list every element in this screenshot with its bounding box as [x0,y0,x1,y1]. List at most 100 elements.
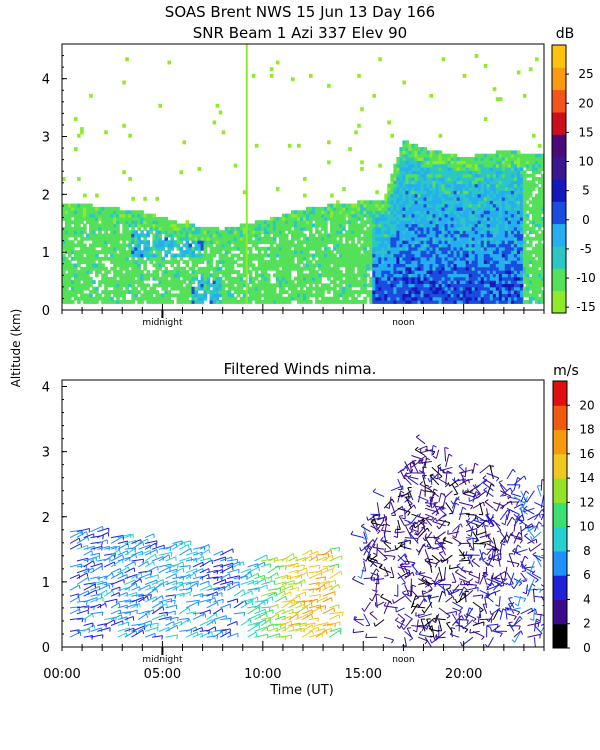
heatmap-cell [399,187,403,191]
heatmap-cell [318,260,322,264]
heatmap-cell [447,280,452,284]
heatmap-cell [426,270,431,274]
heatmap-cell [122,236,126,241]
heatmap-cell [89,206,93,211]
heatmap-cell [459,293,464,298]
heatmap-cell [432,170,437,175]
heatmap-cell [444,260,449,264]
heatmap-cell [483,180,488,185]
heatmap-cell [315,216,319,221]
heatmap-cell [465,183,470,188]
heatmap-cell [525,236,530,241]
heatmap-cell [300,213,304,218]
heatmap-cell [423,226,428,231]
heatmap-cell [435,183,440,188]
heatmap-cell [486,246,491,251]
heatmap-cell [167,280,171,284]
heatmap-cell [294,276,298,281]
heatmap-cell [477,270,482,274]
heatmap-cell [510,190,515,195]
heatmap-cell [378,230,382,235]
heatmap-cell [538,283,542,288]
heatmap-cell [447,263,452,268]
heatmap-cell [119,270,123,274]
heatmap-cell [429,293,434,298]
heatmap-cell [504,163,509,168]
heatmap-cell [137,250,141,255]
heatmap-cell [498,153,503,158]
heatmap-cell [393,206,397,211]
heatmap-cell [501,230,506,235]
heatmap-cell [471,276,476,281]
heatmap-cell [92,253,96,258]
heatmap-cell [89,216,93,221]
heatmap-cell [315,236,319,241]
heatmap-cell [444,270,449,274]
heatmap-cell [315,213,319,218]
heatmap-cell [525,187,530,191]
heatmap-cell [173,273,178,278]
heatmap-cell [465,190,470,195]
heatmap-cell [342,293,346,298]
heatmap-cell [294,290,298,294]
heatmap-cell [348,243,352,248]
heatmap-cell [483,117,488,121]
heatmap-cell [399,160,403,165]
heatmap-cell [516,210,521,215]
heatmap-cell [209,266,214,271]
heatmap-cell [119,283,123,288]
heatmap-cell [510,200,515,205]
heatmap-cell [420,243,425,248]
heatmap-cell [68,293,72,298]
heatmap-cell [269,226,274,231]
heatmap-cell [444,226,449,231]
heatmap-cell [441,273,446,278]
heatmap-cell [131,286,135,291]
heatmap-cell [426,180,431,185]
heatmap-cell [541,200,544,205]
heatmap-cell [402,203,406,208]
heatmap-cell [339,276,343,281]
heatmap-cell [306,280,310,284]
heatmap-cell [441,226,446,231]
heatmap-cell [492,170,497,175]
heatmap-cell [281,280,286,284]
heatmap-cell [239,263,244,268]
heatmap-cell [77,240,81,245]
heatmap-cell [438,180,443,185]
heatmap-cell [532,153,536,158]
heatmap-cell [381,273,385,278]
figure-title: SOAS Brent NWS 15 Jun 13 Day 166 [165,3,435,21]
heatmap-cell [300,223,304,228]
heatmap-cell [315,240,319,245]
heatmap-cell [134,230,138,235]
heatmap-cell [312,243,316,248]
heatmap-cell [432,193,437,198]
heatmap-cell [101,226,105,231]
heatmap-cell [71,273,75,278]
heatmap-cell [447,187,452,191]
heatmap-cell [468,157,473,161]
heatmap-cell [330,216,334,221]
heatmap-cell [95,240,99,245]
heatmap-cell [489,223,494,228]
heatmap-cell [447,273,452,278]
heatmap-cell [444,256,449,261]
heatmap-cell [122,280,126,284]
heatmap-cell [266,220,271,225]
heatmap-cell [498,240,503,245]
heatmap-cell [77,233,81,238]
heatmap-cell [339,300,343,304]
heatmap-cell [143,253,147,258]
heatmap-cell [315,293,319,298]
heatmap-cell [519,253,524,258]
heatmap-cell [423,263,428,268]
heatmap-cell [291,216,295,221]
heatmap-cell [68,230,72,235]
heatmap-cell [414,180,419,185]
heatmap-cell [170,280,174,284]
heatmap-cell [294,243,298,248]
heatmap-cell [486,206,491,211]
heatmap-cell [119,293,123,298]
heatmap-cell [489,243,494,248]
